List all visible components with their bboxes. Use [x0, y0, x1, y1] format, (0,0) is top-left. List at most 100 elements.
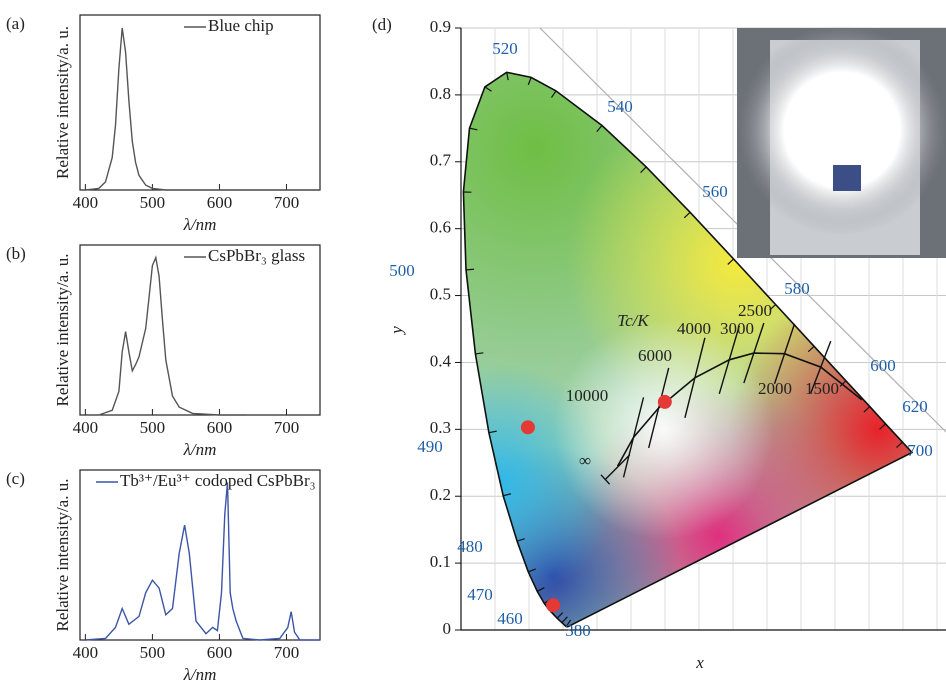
x-tick-label: 700: [274, 643, 300, 662]
y-tick-label: 0.8: [430, 84, 451, 103]
y-tick-label: 0.6: [430, 218, 451, 237]
wavelength-label: 380: [565, 621, 591, 640]
isotemperature-line: [743, 322, 765, 384]
panel-label: (b): [6, 244, 26, 263]
locus-tick: [727, 258, 735, 265]
locus-tick: [503, 493, 512, 497]
locus-tick: [640, 166, 647, 174]
x-tick-label: 700: [274, 418, 300, 437]
isotemperature-line: [684, 337, 706, 418]
wavelength-label: 700: [907, 441, 933, 460]
x-tick-label: 400: [73, 193, 99, 212]
y-tick-label: 0.3: [430, 418, 451, 437]
locus-tick: [596, 125, 603, 132]
x-axis-label: x: [695, 653, 704, 672]
spectrum-line: [98, 255, 247, 416]
wavelength-label: 520: [492, 39, 518, 58]
cct-label: 2000: [758, 379, 792, 398]
y-tick-label: 0.9: [430, 17, 451, 36]
x-axis-label: λ/nm: [183, 440, 217, 459]
cct-label: 1500: [805, 379, 839, 398]
locus-tick: [565, 619, 572, 627]
locus-tick: [807, 345, 815, 353]
y-axis-label: Relative intensity/a. u.: [53, 254, 72, 407]
locus-tick: [561, 616, 568, 624]
infinity-cap: [600, 474, 611, 485]
locus-tick: [527, 77, 532, 86]
x-tick-label: 500: [140, 193, 166, 212]
panel-label: (d): [372, 15, 392, 34]
x-tick-label: 600: [207, 643, 233, 662]
locus-tick: [556, 612, 564, 619]
locus-tick: [683, 211, 691, 219]
locus-tick: [469, 127, 478, 131]
isotemperature-line: [622, 397, 645, 478]
wavelength-label: 470: [467, 585, 493, 604]
y-axis-label: Relative intensity/a. u.: [53, 479, 72, 632]
cct-label: 6000: [638, 346, 672, 365]
locus-tick: [465, 268, 475, 271]
infinity-bar: [604, 454, 631, 480]
y-tick-label: 0: [443, 619, 452, 638]
legend-label: Blue chip: [208, 16, 274, 35]
isotemperature-line: [648, 367, 670, 449]
locus-tick: [475, 352, 484, 355]
x-tick-label: 700: [274, 193, 300, 212]
y-axis-label: Relative intensity/a. u.: [53, 26, 72, 179]
y-tick-label: 0.1: [430, 552, 451, 571]
x-tick-label: 400: [73, 643, 99, 662]
x-axis-label: λ/nm: [183, 665, 217, 684]
locus-tick: [896, 441, 903, 448]
inset-chip: [833, 165, 861, 191]
wavelength-label: 490: [417, 437, 443, 456]
plot-frame: [79, 469, 321, 641]
cct-label: 3000: [720, 319, 754, 338]
wavelength-label: 500: [389, 261, 415, 280]
locus-tick: [484, 86, 492, 92]
plot-frame: [79, 14, 321, 191]
panels: (a) 400 500 600 700 λ/nm Relative intensity/a.…: [6, 14, 946, 684]
locus-tick: [769, 304, 777, 311]
spectrum-line: [85, 27, 320, 191]
legend-label: Tb³⁺/Eu³⁺ codoped CsPbBr₃: [120, 471, 316, 490]
cct-title: Tc/K: [617, 311, 650, 330]
cct-label: ∞: [579, 451, 591, 470]
x-tick-label: 600: [207, 193, 233, 212]
x-tick-label: 500: [140, 643, 166, 662]
chromaticity-point: [546, 598, 561, 613]
fill-blob: [553, 319, 774, 540]
locus-tick: [550, 90, 557, 98]
locus-tick: [863, 406, 871, 413]
locus-tick: [839, 380, 847, 387]
cct-label: 2500: [738, 301, 772, 320]
wavelength-label: 540: [607, 97, 633, 116]
cct-label: 10000: [566, 386, 609, 405]
panel-label: (a): [6, 14, 25, 33]
chromaticity-point: [657, 394, 672, 409]
wavelength-label: 620: [902, 397, 928, 416]
wavelength-label: 600: [870, 356, 896, 375]
locus-tick: [488, 430, 497, 434]
locus-tick: [879, 423, 886, 430]
isotemperature-line: [773, 323, 796, 384]
spectrum-line: [85, 482, 320, 641]
locus-tick: [516, 538, 525, 542]
wavelength-label: 580: [784, 279, 810, 298]
y-tick-label: 0.7: [430, 151, 452, 170]
x-axis-label: λ/nm: [183, 215, 217, 234]
locus-tick: [528, 568, 536, 573]
x-tick-label: 600: [207, 418, 233, 437]
locus-tick: [536, 587, 545, 592]
wavelength-label: 560: [702, 182, 728, 201]
locus-tick: [506, 72, 509, 81]
x-tick-label: 400: [73, 418, 99, 437]
chromaticity-point: [520, 420, 535, 435]
isotemperature-line: [810, 340, 832, 394]
y-tick-label: 0.4: [430, 351, 452, 370]
isotemperature-line: [718, 325, 740, 394]
plot-frame: [79, 244, 321, 416]
cct-label: 4000: [677, 319, 711, 338]
y-tick-label: 0.5: [430, 284, 451, 303]
wavelength-label: 480: [457, 537, 483, 556]
